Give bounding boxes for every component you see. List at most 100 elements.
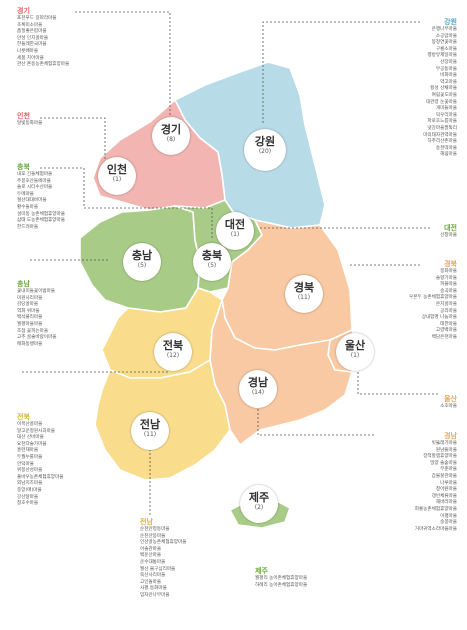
village-item: 행방뮤제일마을: [427, 53, 457, 59]
village-item: 해림마을: [440, 152, 457, 158]
list-title: 인천: [17, 112, 30, 120]
list-jeonbuk: 전북 이목산골마을 달고운정원사과마을 대산 산바마을 요천다술가마을 홍련재마을 두월누…: [17, 413, 64, 508]
village-item: 송곡마을: [440, 288, 457, 294]
village-item: 임자안나무마을: [140, 592, 170, 598]
village-item: 위봉산성마을: [17, 468, 43, 474]
village-item: 덕우리마을: [435, 112, 457, 118]
village-item: 태한마을: [440, 321, 457, 327]
village-item: 중앙(매)마을: [17, 487, 42, 493]
village-item: 장척할렘휴양마을: [423, 454, 457, 460]
village-item: 원남뜰마을: [435, 447, 457, 453]
region-count: (1): [112, 176, 122, 183]
village-item: 품질좋은팜마을: [17, 29, 47, 35]
leader-line-chungbuk: [40, 167, 213, 240]
village-item: 백석불리마을: [17, 315, 43, 321]
region-marker-gyeongnam: 경남 (14): [239, 370, 277, 408]
village-item: 하추리산촌마을: [427, 139, 457, 145]
village-item: 월평리 농어촌체험휴양마을: [255, 576, 308, 581]
village-item: 갑불꿀관마을: [431, 473, 457, 479]
village-item: 개미들마을: [435, 106, 457, 112]
village-item: 초록미소마을: [17, 22, 43, 28]
region-count: (14): [251, 389, 265, 396]
village-item: 약고마을: [440, 79, 457, 85]
village-item: 파로호느릅마을: [427, 119, 457, 125]
village-item: 역화 위마을: [17, 308, 40, 314]
leader-line-incheon: [40, 117, 106, 160]
region-count: (12): [166, 352, 180, 359]
village-item: 회룡농촌체험휴양마을: [414, 506, 457, 512]
village-item: 강산달마을: [17, 494, 39, 500]
village-item: 어솔관마을: [140, 546, 162, 552]
region-marker-jeonbuk: 전북 (12): [154, 333, 192, 371]
village-item: 내포 긴들체험마을: [17, 172, 53, 177]
village-item: 밀양 솔숲마을: [430, 460, 457, 466]
region-marker-ulsan: 울산 (1): [336, 333, 374, 371]
village-item: 조점 꽃피는마을: [17, 328, 49, 334]
village-item: 두월누룰마을: [17, 454, 43, 460]
region-count: (1): [230, 231, 240, 238]
region-name: 인천: [106, 163, 128, 176]
region-name: 경북: [293, 281, 315, 294]
village-item: 나룻배마을: [17, 48, 39, 54]
village-item: 설미동 농촌체험휴양마을: [17, 211, 65, 217]
village-item: 삼태 도농촌체험휴양마을: [17, 218, 65, 224]
village-item: 요천다술가마을: [17, 441, 47, 447]
village-item: 횡성 산채마을: [430, 86, 457, 92]
list-incheon: 인천 달빛동화마을: [17, 112, 42, 128]
list-title: 충북: [17, 163, 30, 171]
village-item: 미원사리마을: [17, 295, 43, 301]
list-gyeonggi: 경기 포천푸드 길따라마을 초록미소마을 품질좋은팜마을 안성 인지골마을 한들레한국마…: [17, 7, 69, 69]
region-name: 울산: [344, 339, 366, 352]
village-item: 절산대대바마을: [17, 198, 47, 204]
region-name: 강원: [254, 135, 276, 148]
village-item: 월산 불구심리마을: [140, 566, 176, 572]
list-title: 강원: [444, 18, 457, 26]
village-item: 사평 동화마을: [140, 586, 167, 592]
village-item: 달빛동화마을: [17, 121, 43, 126]
village-item: 나루마을: [440, 480, 457, 486]
list-jeju: 제주 월평리 농어촌체험휴양마을 하례리 농어촌체험휴양마을: [255, 567, 307, 589]
leader-line-ulsan: [357, 368, 440, 395]
region-name: 전남: [139, 418, 161, 431]
region-name: 경남: [247, 376, 269, 389]
village-item: 대관령 눈꽃마을: [425, 99, 457, 105]
list-chungbuk: 충북 내포 긴들체험마을 주봉호산들에마을 솔로 시티수산마을 두메마을 절산대대바마을…: [17, 163, 65, 231]
village-item: 청아원마을: [435, 487, 457, 493]
list-chungnam: 충남 꽃내미들꽃이범마을 미원사리마을 감당골마을 역화 위마을 백석불리마을 월평마을마…: [17, 280, 57, 348]
list-title: 경기: [17, 7, 30, 15]
village-item: 비화마을: [440, 73, 457, 79]
village-item: 매화동뱅마을: [17, 341, 43, 347]
list-ulsan: 울산 소호마을: [440, 395, 457, 411]
village-item: 한드려마을: [17, 224, 39, 230]
region-marker-gyeongbuk: 경북 (11): [285, 275, 323, 313]
region-count: (1): [350, 352, 360, 359]
region-marker-jeonnam: 전남 (11): [131, 412, 169, 450]
village-item: 외남치즈마을: [17, 481, 43, 487]
list-title: 울산: [444, 395, 457, 403]
village-item: 숭봉마을: [440, 520, 457, 526]
region-marker-jeju: 제주 (2): [240, 485, 278, 523]
region-marker-daejeon: 대전 (1): [216, 212, 254, 250]
region-marker-incheon: 인천 (1): [98, 157, 136, 195]
village-item: 청호수마을: [17, 501, 39, 507]
village-item: 월평마을마을: [17, 321, 43, 327]
village-item: 감당골마을: [17, 302, 39, 308]
region-name: 경기: [160, 123, 182, 136]
village-item: 빗뚫레기마을: [431, 441, 457, 446]
village-item: 솔향기마을: [435, 275, 457, 281]
list-gyeongbuk: 경북 봉좌마을 솔향기마을 피플마을 송곡마을 우본두 농촌체험휴양마을 은지골마을 공리마…: [409, 260, 457, 342]
village-item: 풀바우농촌체험휴양마을: [17, 474, 64, 480]
village-item: 갱빈체류마을: [431, 493, 457, 499]
village-item: 주봉호산들에마을: [17, 178, 51, 184]
village-item: 피플마을: [440, 282, 457, 288]
leader-line-gangwon: [262, 21, 420, 125]
village-item: 봉정연꽃마을: [431, 40, 457, 46]
list-gangwon: 강원 은행나무마을 소공압마을 봉정연꽃마을 구룡소마을 행방뮤제일마을 산장마을 무공동마…: [423, 18, 457, 159]
village-item: 안덕마을: [17, 461, 34, 467]
village-item: 운수대통마을: [140, 559, 166, 565]
region-count: (5): [207, 262, 217, 269]
village-item: 우본두 농촌체험휴양마을: [409, 295, 457, 301]
village-item: 해바리마을: [435, 500, 457, 506]
region-marker-chungbuk: 충북 (5): [193, 243, 231, 281]
